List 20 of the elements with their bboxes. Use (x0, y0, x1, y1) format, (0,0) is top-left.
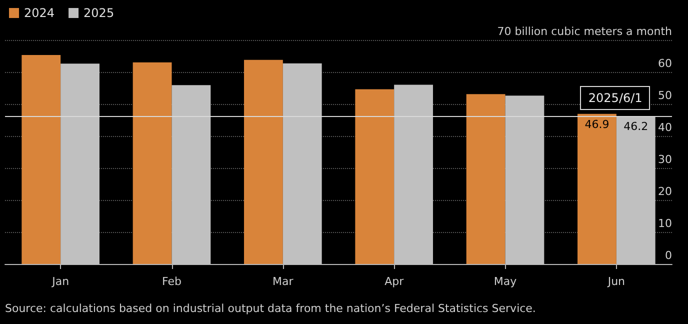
y-tick-label: 30 (658, 153, 672, 166)
x-tick-label: Feb (162, 275, 182, 288)
x-tick-label: Apr (384, 275, 404, 288)
legend-label: 2024 (24, 6, 55, 20)
y-tick-label: 60 (658, 57, 672, 70)
data-label: 46.2 (624, 120, 648, 134)
x-tick-label: Mar (272, 275, 294, 288)
x-tick-label: Jun (606, 275, 626, 288)
x-tick-label: Jan (51, 275, 70, 288)
legend-label: 2025 (84, 6, 114, 20)
y-tick-label: 10 (658, 217, 672, 230)
y-tick-label: 40 (658, 121, 672, 134)
data-label: 46.9 (584, 118, 610, 131)
y-tick-label: 50 (658, 89, 672, 102)
source-note: Source: calculations based on industrial output data from the nation’s Federal Statistics Service. (5, 302, 536, 315)
y-tick-label: 70 billion cubic meters a month (497, 25, 672, 38)
x-tick-label: May (494, 275, 518, 288)
y-tick-label: 20 (658, 185, 672, 198)
y-tick-label: 0 (665, 249, 672, 262)
annotation: 2025/6/1 (580, 86, 650, 110)
